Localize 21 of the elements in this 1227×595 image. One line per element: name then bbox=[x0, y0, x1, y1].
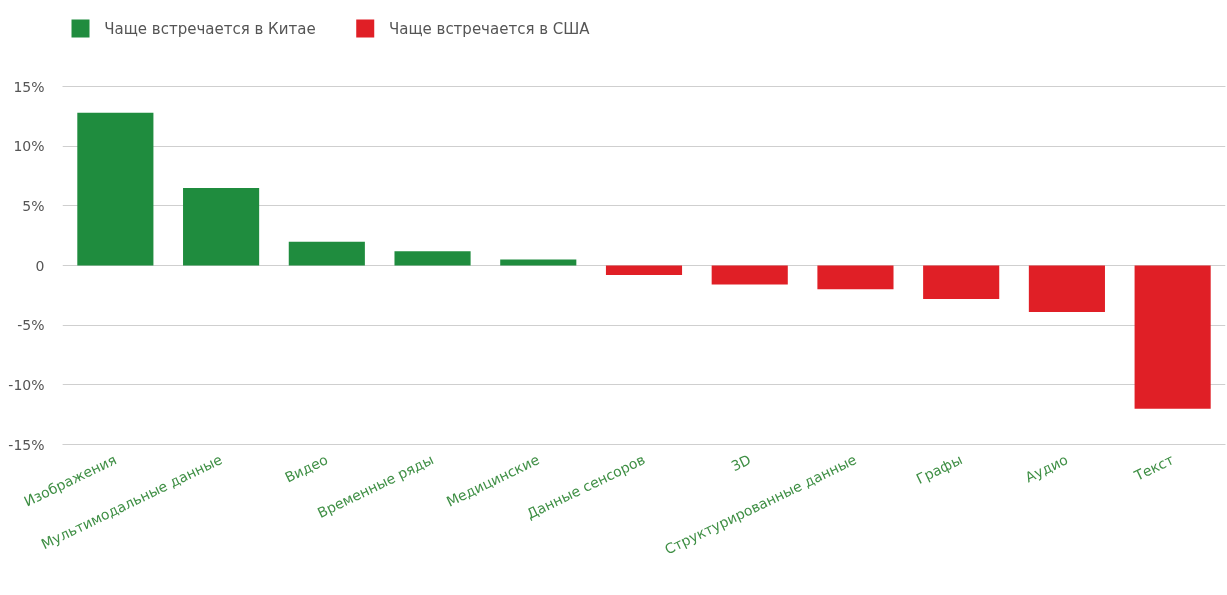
y-tick-label: 5% bbox=[22, 197, 45, 214]
bar bbox=[500, 259, 577, 266]
legend-label: Чаще встречается в США bbox=[388, 19, 591, 38]
bar bbox=[394, 251, 471, 266]
bar bbox=[183, 187, 260, 266]
y-tick-label: 10% bbox=[13, 138, 45, 155]
bar bbox=[711, 265, 788, 285]
bar bbox=[923, 265, 1000, 299]
y-tick-label: -15% bbox=[8, 436, 45, 453]
x-tick-label: 3D bbox=[728, 451, 754, 475]
bar bbox=[288, 241, 365, 266]
y-tick-label: 15% bbox=[13, 78, 45, 95]
bar bbox=[1028, 265, 1105, 313]
y-tick-label: -10% bbox=[8, 376, 45, 393]
bar bbox=[817, 265, 894, 290]
legend-label: Чаще встречается в Китае bbox=[104, 19, 316, 38]
bar bbox=[605, 265, 683, 276]
y-tick-label: 0 bbox=[35, 257, 45, 274]
bar bbox=[1134, 265, 1211, 409]
bar bbox=[77, 112, 154, 266]
y-tick-label: -5% bbox=[17, 317, 45, 334]
